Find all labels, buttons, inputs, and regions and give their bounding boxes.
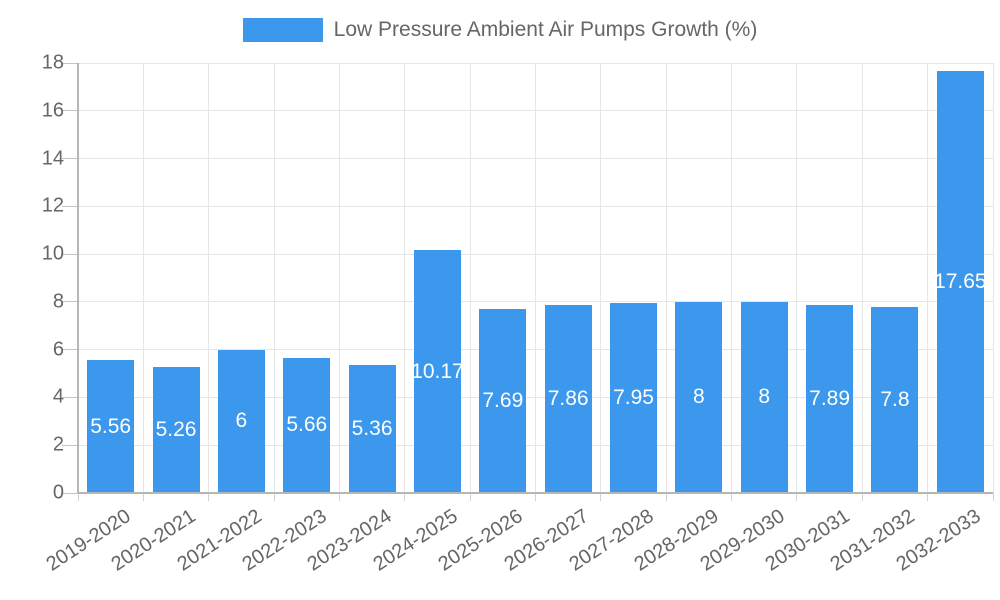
x-tick-mark <box>600 493 602 501</box>
bar[interactable]: 17.65 <box>934 71 987 493</box>
y-tick-label: 4 <box>52 385 64 408</box>
bar-value-label: 5.36 <box>351 416 393 440</box>
v-gridline <box>338 63 340 493</box>
v-gridline <box>404 63 406 493</box>
bar[interactable]: 7.89 <box>806 304 854 493</box>
y-tick-mark <box>62 396 78 398</box>
bar-value-label: 8 <box>758 385 771 409</box>
x-tick-mark <box>665 493 667 501</box>
v-gridline <box>992 63 994 493</box>
bar-value-label: 5.66 <box>286 413 328 437</box>
y-tick-mark <box>62 110 78 112</box>
x-tick-mark <box>142 493 144 501</box>
v-gridline <box>927 63 929 493</box>
x-tick-mark <box>927 493 929 501</box>
v-gridline <box>208 63 210 493</box>
v-gridline <box>796 63 798 493</box>
bar-value-label: 17.65 <box>934 270 987 294</box>
bar[interactable]: 5.26 <box>152 367 200 493</box>
y-tick-label: 14 <box>41 147 64 170</box>
bar-value-label: 7.69 <box>482 389 524 413</box>
y-tick-mark <box>62 492 78 494</box>
y-tick-mark <box>62 205 78 207</box>
bar[interactable]: 6 <box>217 349 265 493</box>
bar[interactable]: 8 <box>675 301 723 493</box>
legend-swatch-icon <box>242 18 323 42</box>
bar[interactable]: 5.66 <box>283 357 331 493</box>
bar[interactable]: 7.8 <box>871 306 919 493</box>
x-tick-mark <box>731 493 733 501</box>
bar-value-label: 7.89 <box>809 386 851 410</box>
y-tick-label: 10 <box>41 242 64 265</box>
y-tick-mark <box>62 62 78 64</box>
y-tick-mark <box>62 349 78 351</box>
bar-value-label: 7.86 <box>547 387 589 411</box>
x-tick-mark <box>338 493 340 501</box>
bar-value-label: 8 <box>693 385 705 409</box>
x-tick-mark <box>469 493 471 501</box>
v-gridline <box>469 63 471 493</box>
y-tick-mark <box>62 253 78 255</box>
x-tick-mark <box>404 493 406 501</box>
y-tick-label: 0 <box>52 481 64 504</box>
bar-value-label: 6 <box>235 409 248 433</box>
v-gridline <box>861 63 863 493</box>
legend-item[interactable]: Low Pressure Ambient Air Pumps Growth (%… <box>0 18 1000 42</box>
y-tick-label: 8 <box>52 290 64 313</box>
x-tick-mark <box>273 493 275 501</box>
y-tick-label: 12 <box>41 194 64 217</box>
bar-value-label: 7.8 <box>880 387 910 411</box>
v-gridline <box>600 63 602 493</box>
y-axis-line <box>77 63 79 494</box>
v-gridline <box>665 63 667 493</box>
v-gridline <box>535 63 536 493</box>
bar-value-label: 10.17 <box>411 359 464 383</box>
x-tick-mark <box>535 493 536 501</box>
x-tick-mark <box>208 493 210 501</box>
bar[interactable]: 7.95 <box>610 303 658 493</box>
bar[interactable]: 7.86 <box>544 305 592 493</box>
bar-value-label: 5.56 <box>90 414 132 438</box>
y-tick-label: 2 <box>52 433 64 456</box>
bar[interactable]: 10.17 <box>411 250 464 493</box>
y-tick-mark <box>62 444 78 446</box>
y-tick-label: 16 <box>41 99 64 122</box>
x-axis-line <box>78 492 993 494</box>
y-tick-label: 18 <box>41 51 64 74</box>
y-tick-mark <box>62 301 78 303</box>
legend-label: Low Pressure Ambient Air Pumps Growth (%… <box>333 18 758 41</box>
v-gridline <box>273 63 275 493</box>
bar-value-label: 5.26 <box>155 418 197 442</box>
bar[interactable]: 7.69 <box>479 309 527 493</box>
y-tick-label: 6 <box>52 338 64 361</box>
v-gridline <box>731 63 733 493</box>
bar[interactable]: 5.36 <box>348 364 396 493</box>
v-gridline <box>142 63 144 493</box>
plot-area: 5.56 5.26 6 5.66 5.36 10.17 7.69 7.86 7.95 8 8 7.89… <box>77 62 994 494</box>
x-tick-mark <box>77 493 79 501</box>
x-tick-mark <box>992 493 994 501</box>
y-tick-mark <box>62 158 78 160</box>
bar[interactable]: 8 <box>740 301 788 493</box>
bar-value-label: 7.95 <box>613 386 654 410</box>
x-tick-mark <box>796 493 798 501</box>
bar[interactable]: 5.56 <box>87 360 135 493</box>
x-tick-mark <box>861 493 863 501</box>
